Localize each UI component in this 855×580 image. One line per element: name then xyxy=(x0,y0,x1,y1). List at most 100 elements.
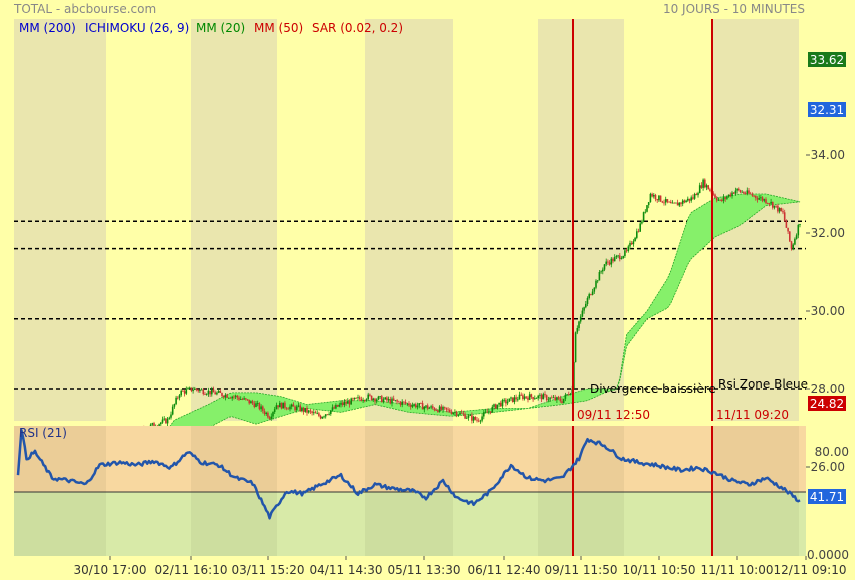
candle xyxy=(357,394,359,401)
candle xyxy=(311,410,313,416)
candle xyxy=(255,400,257,408)
candle xyxy=(739,189,742,193)
x-tick-label: 10/11 10:50 xyxy=(623,563,696,577)
candle xyxy=(209,390,211,397)
candle xyxy=(430,404,432,409)
candle xyxy=(221,392,223,398)
indicator-legend: MM (200) ICHIMOKU (26, 9) MM (20) MM (50) SA… xyxy=(19,21,403,35)
candle xyxy=(641,219,643,225)
candle xyxy=(668,201,670,203)
candle xyxy=(705,183,708,191)
candle xyxy=(556,396,558,404)
candle xyxy=(642,211,645,223)
candle xyxy=(603,263,606,272)
candle xyxy=(544,391,546,398)
candle xyxy=(522,393,524,401)
candle xyxy=(732,192,735,195)
candle xyxy=(795,233,798,240)
candle xyxy=(510,396,512,401)
candle xyxy=(381,394,383,403)
candle xyxy=(352,397,354,402)
candle xyxy=(557,395,560,401)
candle xyxy=(562,398,565,404)
candle xyxy=(350,397,352,405)
candle xyxy=(326,414,329,416)
candle xyxy=(719,199,721,201)
rsi-upper-zone xyxy=(14,426,806,492)
candle xyxy=(727,194,730,198)
candle xyxy=(539,393,541,399)
candle xyxy=(755,195,757,201)
candle xyxy=(236,394,239,401)
candle xyxy=(197,389,199,393)
candle xyxy=(190,387,193,393)
candle xyxy=(228,397,230,399)
candle xyxy=(736,188,738,194)
candle xyxy=(455,410,458,418)
candle xyxy=(476,417,478,423)
candle xyxy=(607,259,609,266)
candle xyxy=(493,403,495,410)
badge-high: 33.62 xyxy=(808,52,846,67)
candle xyxy=(398,400,400,403)
candle xyxy=(185,386,188,396)
legend-item: SAR (0.02, 0.2) xyxy=(312,21,403,35)
candle xyxy=(673,202,675,204)
price-y-axis: 34.00 32.00 30.00 28.00 26.00 xyxy=(806,148,845,474)
candle xyxy=(187,386,189,390)
candle xyxy=(214,390,216,395)
candle xyxy=(170,411,172,420)
candle xyxy=(336,404,339,408)
candle xyxy=(756,196,759,203)
candle xyxy=(294,405,296,412)
candle xyxy=(432,404,434,410)
candle xyxy=(569,392,572,396)
candle xyxy=(758,195,760,201)
candle xyxy=(483,409,485,420)
candle xyxy=(423,405,426,413)
candle xyxy=(304,408,307,413)
candle xyxy=(717,197,720,202)
price-tick-label: 28.00 xyxy=(811,382,845,396)
candle xyxy=(260,404,262,412)
candle xyxy=(670,199,672,204)
candle xyxy=(447,407,449,413)
candle xyxy=(527,395,529,403)
candle xyxy=(477,418,480,423)
candle xyxy=(766,202,769,205)
candle xyxy=(409,402,412,410)
candle xyxy=(615,254,618,260)
candle xyxy=(729,192,732,198)
candle xyxy=(403,401,405,405)
candle xyxy=(375,398,378,404)
candle xyxy=(503,398,505,403)
rsi-day-band xyxy=(191,426,277,556)
candle xyxy=(518,391,521,400)
candle xyxy=(474,416,477,421)
candle xyxy=(307,409,310,414)
candle xyxy=(613,254,616,262)
candle xyxy=(469,413,471,417)
candle xyxy=(624,248,626,258)
candle xyxy=(272,411,274,420)
candle xyxy=(234,394,237,400)
candle xyxy=(724,196,726,202)
candle xyxy=(207,387,210,397)
candle xyxy=(251,399,254,406)
candle xyxy=(508,398,511,402)
candle xyxy=(440,404,443,411)
candle xyxy=(443,406,446,410)
candle xyxy=(484,409,487,414)
badge-high-value: 33.62 xyxy=(810,53,844,67)
candle xyxy=(782,208,784,215)
price-tick-label: 30.00 xyxy=(811,304,845,318)
candle xyxy=(595,279,597,290)
candle xyxy=(596,279,599,284)
candle xyxy=(171,404,174,416)
rsi-tick-label: 0.0000 xyxy=(807,548,849,562)
candle xyxy=(704,178,706,189)
candle xyxy=(387,396,390,403)
candle xyxy=(681,199,684,207)
candle xyxy=(204,392,206,395)
candle xyxy=(205,393,208,396)
